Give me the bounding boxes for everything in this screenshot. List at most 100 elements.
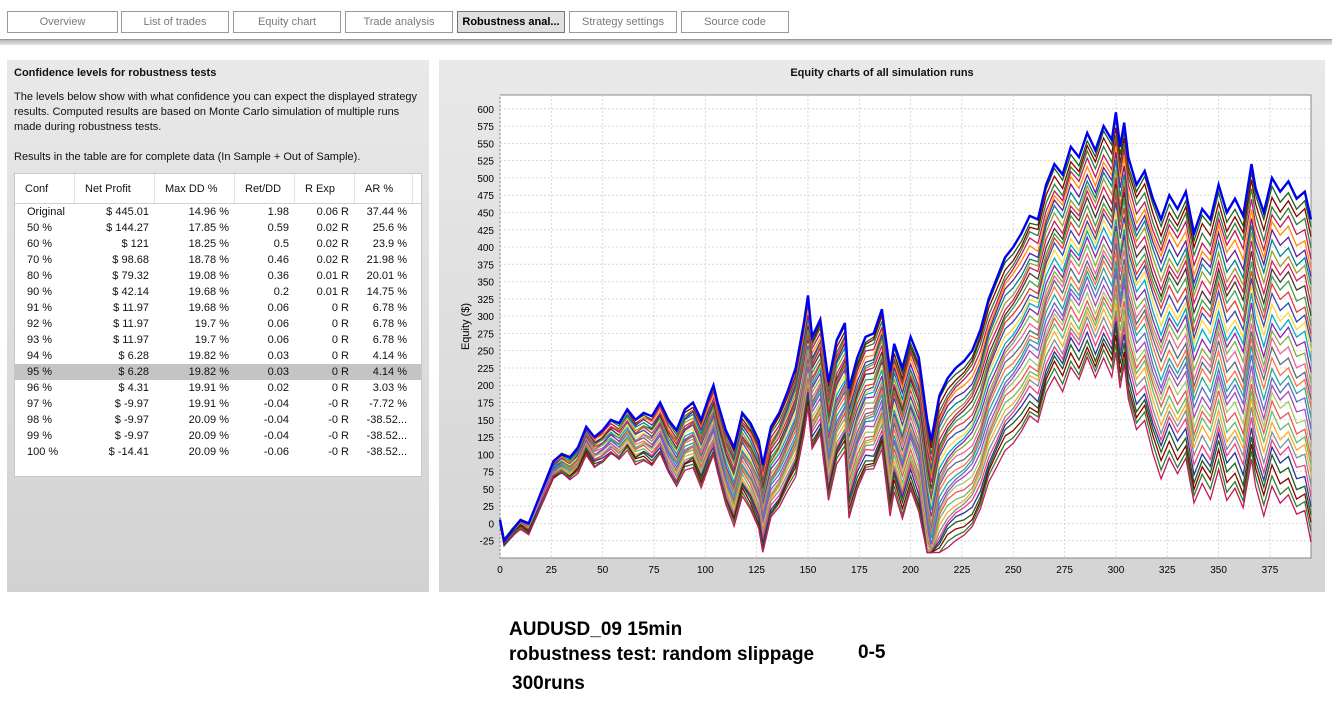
tab-strategy-settings[interactable]: Strategy settings xyxy=(569,11,677,33)
simulation-run-line xyxy=(499,243,1312,545)
table-cell: 0.06 xyxy=(267,302,289,314)
table-row[interactable]: 93 % $ 11.97 19.7 % 0.06 0 R 6.78 % xyxy=(15,332,421,348)
y-tick-label: 175 xyxy=(477,399,494,410)
table-cell: $ 11.97 xyxy=(113,334,149,346)
table-row[interactable]: 92 % $ 11.97 19.7 % 0.06 0 R 6.78 % xyxy=(15,316,421,332)
table-cell: 3.03 % xyxy=(372,382,407,394)
table-cell: 25.6 % xyxy=(372,222,407,234)
x-tick-label: 350 xyxy=(1210,565,1227,576)
table-cell: -0 R xyxy=(328,430,349,442)
confidence-note: Results in the table are for complete da… xyxy=(14,151,361,163)
table-cell: $ 11.97 xyxy=(113,318,149,330)
table-cell: 95 % xyxy=(27,366,53,378)
table-cell: -38.52... xyxy=(366,430,407,442)
confidence-description: The levels below show with what confiden… xyxy=(14,91,417,133)
y-tick-label: 75 xyxy=(483,468,495,479)
table-row[interactable]: 90 % $ 42.14 19.68 % 0.2 0.01 R 14.75 % xyxy=(15,284,421,300)
simulation-run-line xyxy=(499,194,1312,545)
table-cell: 0 R xyxy=(331,318,349,330)
table-cell: 100 % xyxy=(27,446,59,458)
table-cell: $ 6.28 xyxy=(118,366,149,378)
table-cell: 94 % xyxy=(27,350,53,362)
table-row[interactable]: 98 % $ -9.97 20.09 % -0.04 -0 R -38.52... xyxy=(15,412,421,428)
y-tick-label: 525 xyxy=(477,157,494,168)
table-cell: -0.04 xyxy=(263,398,289,410)
y-tick-label: 275 xyxy=(477,329,494,340)
y-tick-label: 225 xyxy=(477,364,494,375)
table-cell: 0.06 xyxy=(267,318,289,330)
table-cell: 91 % xyxy=(27,302,53,314)
table-row[interactable]: 50 % $ 144.27 17.85 % 0.59 0.02 R 25.6 % xyxy=(15,220,421,236)
table-cell: 0.36 xyxy=(267,270,289,282)
table-cell: 4.14 % xyxy=(372,350,407,362)
simulation-run-line xyxy=(499,169,1312,541)
table-cell: 0 R xyxy=(331,302,349,314)
x-tick-label: 200 xyxy=(902,565,919,576)
y-tick-label: 125 xyxy=(477,433,494,444)
table-row[interactable]: 96 % $ 4.31 19.91 % 0.02 0 R 3.03 % xyxy=(15,380,421,396)
simulation-run-line xyxy=(499,251,1312,543)
table-cell: 93 % xyxy=(27,334,53,346)
simulation-run-line xyxy=(499,293,1312,555)
table-cell: 0.01 R xyxy=(316,270,349,282)
tab-divider xyxy=(0,39,1332,45)
table-cell: $ 144.27 xyxy=(106,222,149,234)
header-conf[interactable]: Conf xyxy=(15,174,75,203)
chart-title: Equity charts of all simulation runs xyxy=(790,67,974,79)
tab-equity-chart[interactable]: Equity chart xyxy=(233,11,341,33)
table-row[interactable]: 94 % $ 6.28 19.82 % 0.03 0 R 4.14 % xyxy=(15,348,421,364)
tab-overview[interactable]: Overview xyxy=(7,11,118,33)
table-row[interactable]: 60 % $ 121 18.25 % 0.5 0.02 R 23.9 % xyxy=(15,236,421,252)
table-cell: 20.09 % xyxy=(188,446,229,458)
table-cell: 0.02 xyxy=(267,382,289,394)
table-row[interactable]: 100 % $ -14.41 20.09 % -0.06 -0 R -38.52... xyxy=(15,444,421,460)
equity-chart-panel: Equity charts of all simulation runs -25… xyxy=(439,60,1325,592)
y-tick-label: 450 xyxy=(477,208,494,219)
table-row[interactable]: 80 % $ 79.32 19.08 % 0.36 0.01 R 20.01 % xyxy=(15,268,421,284)
table-cell: $ -9.97 xyxy=(114,430,149,442)
x-tick-label: 50 xyxy=(597,565,609,576)
header-net-profit[interactable]: Net Profit xyxy=(75,174,155,203)
table-cell: 0 R xyxy=(331,334,349,346)
simulation-run-line xyxy=(499,152,1312,544)
y-tick-label: 300 xyxy=(477,312,494,323)
simulation-run-line xyxy=(499,352,1312,554)
y-tick-label: 325 xyxy=(477,295,494,306)
table-cell: $ -9.97 xyxy=(114,398,149,410)
header-ret-dd[interactable]: Ret/DD xyxy=(235,174,295,203)
simulation-run-line xyxy=(499,201,1312,543)
confidence-panel-title: Confidence levels for robustness tests xyxy=(14,67,217,79)
simulation-run-line xyxy=(499,160,1312,542)
table-cell: 0.2 xyxy=(273,286,289,298)
table-cell: -7.72 % xyxy=(369,398,407,410)
table-cell: Original xyxy=(27,206,65,218)
header-max-dd[interactable]: Max DD % xyxy=(155,174,235,203)
table-row[interactable]: 95 % $ 6.28 19.82 % 0.03 0 R 4.14 % xyxy=(15,364,421,380)
x-tick-label: 150 xyxy=(800,565,817,576)
table-cell: 1.98 xyxy=(267,206,289,218)
table-cell: 20.09 % xyxy=(188,414,229,426)
tab-list-of-trades[interactable]: List of trades xyxy=(121,11,229,33)
header-r-exp[interactable]: R Exp xyxy=(295,174,355,203)
table-row[interactable]: 70 % $ 98.68 18.78 % 0.46 0.02 R 21.98 % xyxy=(15,252,421,268)
table-row[interactable]: 91 % $ 11.97 19.68 % 0.06 0 R 6.78 % xyxy=(15,300,421,316)
table-cell: 19.68 % xyxy=(188,286,229,298)
table-row[interactable]: 97 % $ -9.97 19.91 % -0.04 -0 R -7.72 % xyxy=(15,396,421,412)
table-cell: 50 % xyxy=(27,222,53,234)
table-cell: 96 % xyxy=(27,382,53,394)
table-cell: $ 6.28 xyxy=(118,350,149,362)
table-row[interactable]: Original $ 445.01 14.96 % 1.98 0.06 R 37.44 % xyxy=(15,204,421,220)
simulation-run-line xyxy=(499,302,1312,555)
table-body: Original $ 445.01 14.96 % 1.98 0.06 R 37.44 %… xyxy=(15,204,421,460)
table-cell: 19.91 % xyxy=(188,382,229,394)
table-cell: 14.75 % xyxy=(366,286,407,298)
table-row[interactable]: 99 % $ -9.97 20.09 % -0.04 -0 R -38.52... xyxy=(15,428,421,444)
x-tick-label: 0 xyxy=(497,565,503,576)
header-ar[interactable]: AR % xyxy=(355,174,413,203)
tab-trade-analysis[interactable]: Trade analysis xyxy=(345,11,453,33)
x-tick-label: 250 xyxy=(1005,565,1022,576)
tab-source-code[interactable]: Source code xyxy=(681,11,789,33)
y-tick-label: 500 xyxy=(477,174,494,185)
table-cell: -0.04 xyxy=(263,414,289,426)
tab-robustness-analysis[interactable]: Robustness anal... xyxy=(457,11,565,33)
